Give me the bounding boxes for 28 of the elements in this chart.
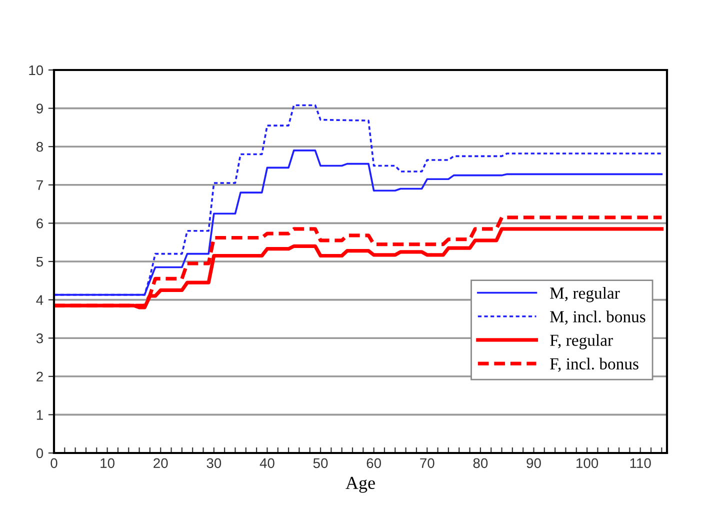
x-tick-label: 110 (630, 458, 651, 468)
x-tick-label: 0 (50, 458, 58, 468)
x-tick-label: 80 (473, 458, 488, 468)
x-axis-title: Age (346, 476, 375, 493)
y-tick-label: 0 (36, 448, 44, 458)
y-tick-label: 6 (36, 218, 43, 228)
x-tick-label: 90 (526, 458, 541, 468)
x-tick-label: 100 (576, 458, 598, 468)
y-tick-label: 2 (36, 372, 43, 382)
y-tick-label: 3 (36, 333, 43, 344)
x-tick-label: 40 (260, 458, 274, 468)
x-tick-label: 30 (206, 458, 222, 468)
x-tick-label: 10 (100, 458, 114, 468)
legend-label: F, regular (550, 334, 613, 350)
y-tick-label: 4 (36, 295, 44, 305)
y-tick-label: 1 (36, 410, 43, 420)
legend-label: M, regular (550, 287, 620, 302)
y-tick-label: 9 (36, 104, 43, 114)
y-tick-label: 5 (36, 256, 43, 267)
y-tick-label: 10 (29, 65, 44, 76)
y-tick-label: 7 (36, 180, 43, 190)
legend-label: F, incl. bonus (550, 358, 638, 372)
x-tick-label: 20 (154, 458, 168, 468)
x-tick-label: 70 (420, 458, 434, 468)
y-tick-label: 8 (36, 142, 43, 152)
legend-label: M, incl. bonus (550, 310, 646, 325)
x-tick-label: 60 (366, 458, 382, 468)
x-tick-label: 50 (313, 458, 328, 468)
